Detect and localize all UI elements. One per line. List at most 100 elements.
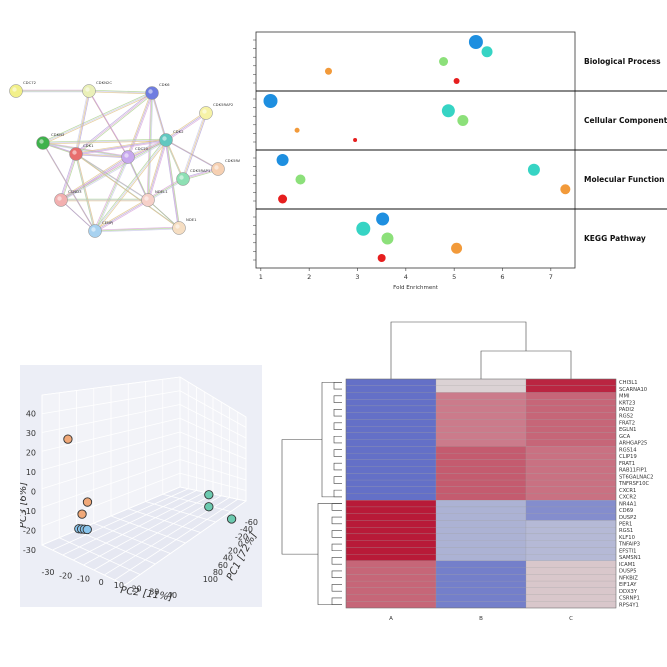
pca-z-label: PC3 [6%] [20, 482, 29, 528]
heatmap-cell [345, 486, 437, 494]
network-node-label: CDK6 [159, 82, 170, 87]
heatmap-cell [435, 399, 527, 407]
network-edge [146, 92, 152, 200]
network-node-label: CDKN2C [96, 80, 112, 85]
network-edge [60, 139, 167, 201]
heatmap-cell [435, 459, 527, 467]
heatmap-row-label: KRT23 [619, 400, 635, 406]
heatmap-row-dendrogram [281, 439, 322, 555]
heatmap-cell [435, 446, 527, 454]
enrichment-point [295, 174, 306, 185]
heatmap-cell [525, 446, 617, 454]
heatmap-cell [345, 527, 437, 535]
network-node-highlight [91, 227, 96, 232]
network-edge [127, 139, 167, 158]
pca-grid-line [179, 390, 247, 428]
heatmap-cell [435, 405, 527, 413]
enrichment-x-ticks: 1 2 3 4 5 6 7 [259, 268, 553, 281]
heatmap-row-label: RAB11FIP1 [619, 468, 647, 474]
pca-point [82, 497, 93, 507]
heatmap-cell [345, 601, 437, 609]
network-edge [147, 92, 153, 201]
heatmap-cell [525, 412, 617, 420]
heatmap-cell [525, 466, 617, 474]
network-edge [42, 92, 153, 144]
pca-y-tick-label: -60 [245, 518, 258, 527]
pca-x-tick-label: 0 [99, 578, 104, 587]
heatmap-column-label: B [479, 616, 483, 622]
heatmap-cell [345, 392, 437, 400]
pca-grid-line [145, 501, 216, 523]
heatmap-row-dendrogram [333, 435, 342, 444]
heatmap-row-label: DDX3Y [619, 589, 638, 595]
heatmap-cell [525, 601, 617, 609]
network-edge [146, 138, 166, 200]
heatmap-row-label: EGLN1 [619, 427, 636, 433]
pca-x-tick-label: -10 [77, 575, 90, 584]
pca-z-tick-label: -30 [23, 546, 36, 555]
heatmap-col-dendrogram [390, 321, 527, 379]
pca-grid-line [83, 493, 214, 566]
heatmap-row-dendrogram [333, 462, 342, 471]
heatmap-row-label: RGS2 [619, 414, 633, 420]
heatmap-cell [345, 399, 437, 407]
pca-z-tick-label: 10 [26, 468, 36, 477]
network-edge [95, 228, 180, 233]
pca-x-tick-label: 30 [149, 588, 159, 597]
network-node-highlight [214, 165, 219, 170]
network-node-highlight [72, 150, 77, 155]
heatmap-cell [345, 520, 437, 528]
pca-z-tick-label: -20 [23, 527, 36, 536]
heatmap-cell [525, 520, 617, 528]
enrichment-x-tick-label: 3 [355, 273, 359, 281]
heatmap-cell [525, 587, 617, 595]
pca-y-tick-label: 60 [218, 561, 228, 570]
pca-grid-line [93, 495, 222, 571]
network-node-label: NDE1 [186, 217, 197, 222]
network-edge [59, 152, 76, 200]
heatmap-column-label: C [569, 616, 573, 622]
heatmap-cell [345, 513, 437, 521]
heatmap-row-label: FRAT2 [619, 420, 635, 426]
heatmap-cell [435, 378, 527, 386]
network-edge [93, 155, 128, 231]
heatmap-row-label: FRAT1 [619, 461, 635, 467]
heatmap-row-label: CSRNP1 [619, 596, 640, 602]
enrichment-chart: Biological Process Cellular Component Mole… [253, 31, 667, 291]
enrichment-point [353, 138, 358, 142]
pca-grid-line [162, 493, 231, 512]
heatmap-row-dendrogram [331, 516, 342, 525]
heatmap-row-dendrogram [331, 543, 342, 552]
heatmap-row-label: KLF10 [619, 535, 635, 541]
network-edge [152, 93, 168, 142]
network-edge [88, 90, 153, 94]
pca-background [20, 365, 262, 607]
heatmap-cell [345, 385, 437, 393]
heatmap-row-label: PADI2 [619, 407, 634, 413]
network-edge [93, 138, 166, 231]
heatmap-cell [525, 479, 617, 487]
heatmap-cell [435, 452, 527, 460]
enrichment-group-label: Biological Process [584, 57, 661, 66]
heatmap-cell [345, 587, 437, 595]
enrichment-point [453, 78, 460, 84]
network-edge [42, 141, 128, 157]
pca-y-tick-label: 20 [228, 547, 238, 556]
network-edge [94, 227, 180, 232]
heatmap-cell [525, 527, 617, 535]
enrichment-point [527, 163, 540, 176]
heatmap-cell [345, 466, 437, 474]
heatmap-row-label: TNFAIP3 [618, 542, 640, 548]
network-edge [43, 93, 154, 145]
heatmap-cell [345, 426, 437, 433]
network-edge [75, 153, 129, 158]
heatmap-row-dendrogram [333, 489, 342, 498]
pca-grid-line [41, 417, 181, 452]
heatmap-cell [525, 560, 617, 568]
heatmap-cell [435, 554, 527, 561]
heatmap-cell [525, 540, 617, 548]
pca-point [77, 509, 87, 519]
heatmap-cell [525, 439, 617, 447]
network-node-label: CDC72 [23, 80, 37, 85]
